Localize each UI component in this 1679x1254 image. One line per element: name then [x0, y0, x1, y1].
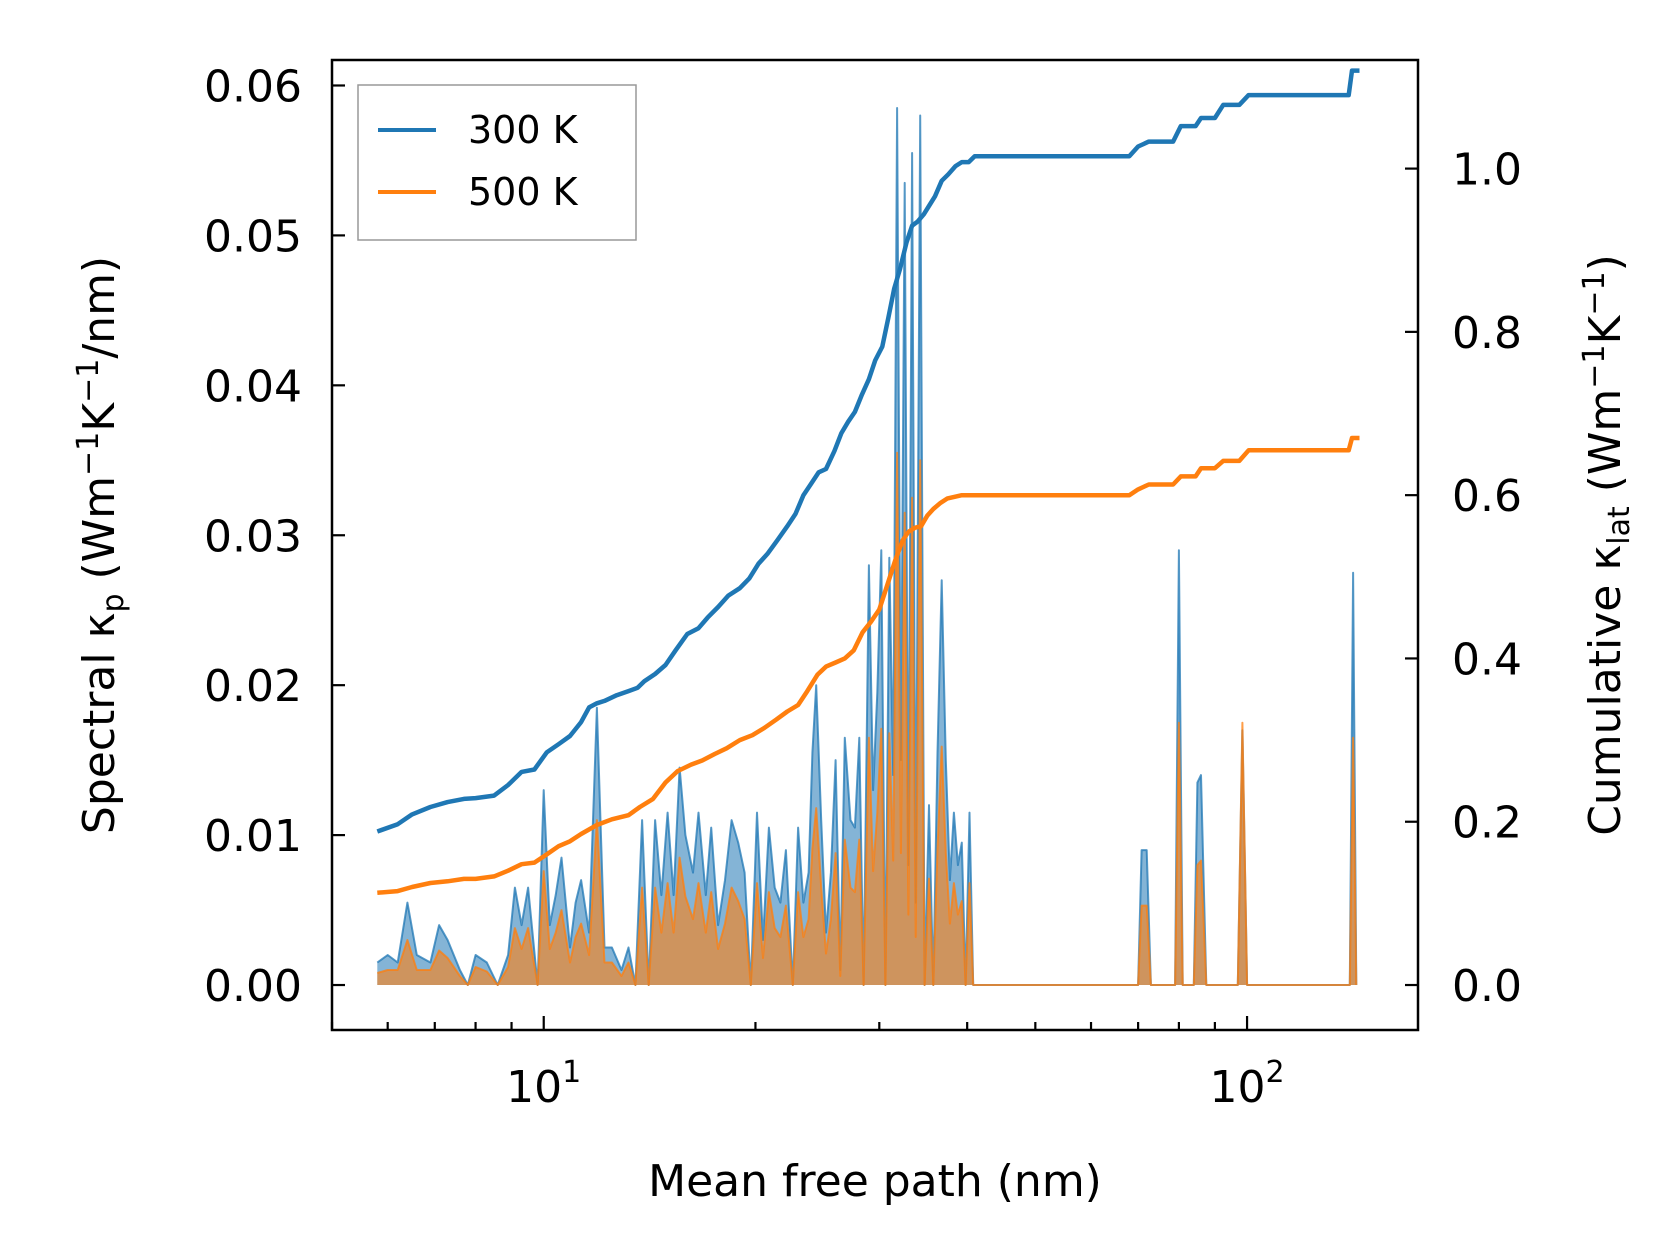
left-y-tick-label: 0.06: [204, 61, 302, 112]
legend-label-300k: 300 K: [468, 108, 579, 152]
left-y-tick-label: 0.05: [204, 211, 302, 262]
left-y-tick-label: 0.00: [204, 961, 302, 1012]
plot-area: [376, 68, 1360, 986]
left-y-tick-label: 0.03: [204, 511, 302, 562]
plot-frame: [330, 58, 1420, 1032]
axes-ticks: 101 102 0.00 0.01 0.02 0.03 0.04 0.05 0.06 0.0 0.2…: [204, 61, 1522, 1113]
cumulative-line-300k: [376, 68, 1360, 834]
x-tick-label: 101: [506, 1055, 581, 1113]
cumulative-line-500k: [377, 435, 1360, 896]
right-y-tick-label: 0.2: [1452, 798, 1522, 849]
right-y-tick-label: 0.8: [1452, 308, 1522, 359]
right-y-tick-label: 0.6: [1452, 471, 1522, 522]
spectral-line-500k: [377, 451, 1358, 986]
right-y-tick-label: 1.0: [1452, 145, 1522, 196]
left-y-tick-label: 0.04: [204, 361, 302, 412]
legend-label-500k: 500 K: [468, 170, 579, 214]
legend: 300 K 500 K: [357, 84, 637, 241]
legend-box: [357, 84, 637, 241]
right-y-tick-label: 0.0: [1452, 961, 1522, 1012]
right-y-axis-title: Cumulative κlat (Wm−1K−1): [1577, 254, 1637, 836]
right-y-tick-label: 0.4: [1452, 634, 1522, 685]
x-axis-title: Mean free path (nm): [648, 1156, 1102, 1207]
spectral-line-300k: [376, 107, 1358, 986]
x-tick-label: 102: [1210, 1055, 1285, 1113]
left-y-axis-title: Spectral κp (Wm−1K−1/nm): [71, 256, 131, 834]
left-y-tick-label: 0.01: [204, 811, 302, 862]
left-y-tick-label: 0.02: [204, 661, 302, 712]
